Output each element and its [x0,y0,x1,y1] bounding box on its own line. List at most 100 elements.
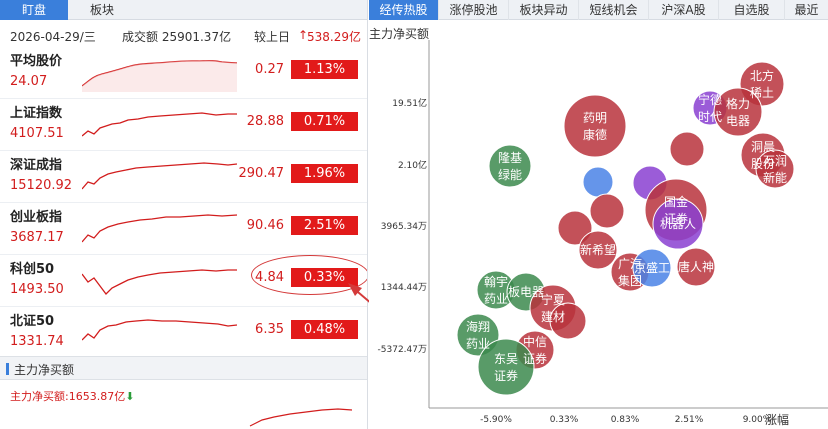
net-flow-sparkline [249,408,353,427]
bubble-label: 北方稀土 [750,68,774,100]
index-change: 6.35 [255,322,284,337]
y-tick-label: 1344.44万 [381,283,427,293]
bubble[interactable] [755,149,795,189]
down-arrow-icon: ⬇ [125,390,135,403]
index-name: 深证成指 [10,158,63,173]
x-tick-label: 2.51% [675,415,704,425]
index-sparkline [82,162,237,190]
market-summary: 2026-04-29/三 成交额 25901.37亿 较上日 ↑ 538.29亿 [0,24,367,46]
x-axis-label: 涨幅 [765,412,789,427]
index-name: 创业板指 [10,210,63,225]
bubble-label: 海翔药业 [466,319,490,351]
bubble-label: 唐人神 [678,259,714,274]
bubble[interactable] [632,248,672,288]
left-tab-bar: 盯盘 板块 [0,0,367,20]
index-name: 上证指数 [10,106,63,121]
vs-prev-value: 538.29亿 [307,30,361,44]
index-pct-badge: 1.13% [291,60,358,79]
index-row-chinext[interactable]: 创业板指 3687.17 90.46 2.51% [0,203,367,255]
index-name: 北证50 [10,314,55,329]
index-change: 290.47 [238,166,285,181]
index-price: 4107.51 [10,126,64,141]
bubble[interactable] [563,94,627,158]
tab-watch[interactable]: 盯盘 [0,0,68,20]
tab-limit-up-pool[interactable]: 涨停股池 [439,0,509,20]
index-sparkline [82,319,237,341]
bubble[interactable] [477,338,535,396]
index-price: 1493.50 [10,282,64,297]
x-tick-label: 9.00% [743,415,772,425]
bubble-label: 京盛工 [634,260,670,275]
index-sparkline [82,214,237,243]
bubble-label: 隆基绿能 [498,150,522,182]
tab-watchlist[interactable]: 自选股 [719,0,785,20]
vs-prev-label: 较上日 [254,30,291,44]
bubble-label: 万润新能 [763,154,787,185]
y-tick-label: 3965.34万 [381,222,427,232]
net-flow-total-text: 主力净买额:1653.87亿 [10,390,126,403]
trade-date: 2026-04-29/三 [10,30,96,44]
index-sparkline [82,112,237,137]
tab-short-term[interactable]: 短线机会 [579,0,649,20]
hot-stocks-panel: 经传热股 涨停股池 板块异动 短线机会 沪深A股 自选股 最近 主力净买额 19… [369,0,828,429]
bubble-label: 格力电器 [726,96,750,128]
bubble[interactable] [669,131,705,167]
index-name: 科创50 [10,262,55,277]
bubble[interactable] [578,230,618,270]
x-tick-label: 0.33% [550,415,579,425]
y-axis-ticks: 19.51亿 2.10亿 3965.34万 1344.44万 -5372.47万 [378,97,427,355]
index-name: 平均股价 [10,54,63,69]
tab-recent[interactable]: 最近 [794,3,819,17]
y-tick-label: -5372.47万 [378,345,427,355]
index-change: 0.27 [255,62,284,77]
tab-sector[interactable]: 板块 [89,3,114,17]
index-price: 15120.92 [10,178,73,193]
index-sparkline [82,269,237,295]
tab-a-shares[interactable]: 沪深A股 [649,0,719,20]
bubble[interactable] [713,87,763,137]
index-row-avg-price[interactable]: 平均股价 24.07 0.27 1.13% [0,47,367,99]
bubble-label: 中信证券 [523,334,547,366]
index-pct-badge: 0.71% [291,112,358,131]
tab-hot-stocks[interactable]: 经传热股 [369,0,439,20]
bubble-label: 国金证券 [664,194,688,226]
bubble[interactable] [582,166,614,198]
index-pct-badge: 0.48% [291,320,358,339]
bubble[interactable] [549,302,587,340]
index-pct-badge: 1.96% [291,164,358,183]
bubble-label: 宁德时代 [698,92,722,124]
bubble[interactable] [488,144,532,188]
bubble-label: 新希望 [580,242,616,257]
index-row-sse[interactable]: 上证指数 4107.51 28.88 0.71% [0,99,367,151]
index-price: 1331.74 [10,334,64,349]
bubble[interactable] [589,193,625,229]
bubble[interactable] [557,210,593,246]
bubble[interactable] [652,198,704,250]
bubble-label: 宁夏建材 [541,292,565,324]
highlight-ellipse [251,255,367,295]
bubble-label: 药明康德 [583,111,607,142]
x-tick-label: 0.83% [611,415,640,425]
y-tick-label: 19.51亿 [392,97,427,109]
x-axis-ticks: -5.90% 0.33% 0.83% 2.51% 9.00% [480,415,772,425]
index-change: 28.88 [246,114,284,129]
turnover: 成交额 25901.37亿 [122,30,232,44]
bubble-label: 板电器 [508,285,544,299]
net-flow-title: 主力净买额 [14,363,75,377]
bubble[interactable] [676,247,716,287]
y-tick-label: 2.10亿 [398,159,427,171]
bubble-label: 洞晨股份 [751,140,775,171]
section-marker [6,363,9,375]
bubble-label: 广汽集团 [618,256,642,288]
index-row-bse50[interactable]: 北证50 1331.74 6.35 0.48% [0,307,367,359]
bubble-label: 东吴证券 [494,352,518,383]
up-arrow-icon: ↑ [298,28,309,42]
chart-axes [428,40,828,409]
net-flow-header: 主力净买额 [0,356,367,380]
index-price: 24.07 [10,74,48,89]
chart-title: 主力净买额 [369,27,430,41]
tab-sector-move[interactable]: 板块异动 [509,0,579,20]
market-watch-panel: 盯盘 板块 2026-04-29/三 成交额 25901.37亿 较上日 ↑ 5… [0,0,368,429]
index-row-szse[interactable]: 深证成指 15120.92 290.47 1.96% [0,151,367,203]
